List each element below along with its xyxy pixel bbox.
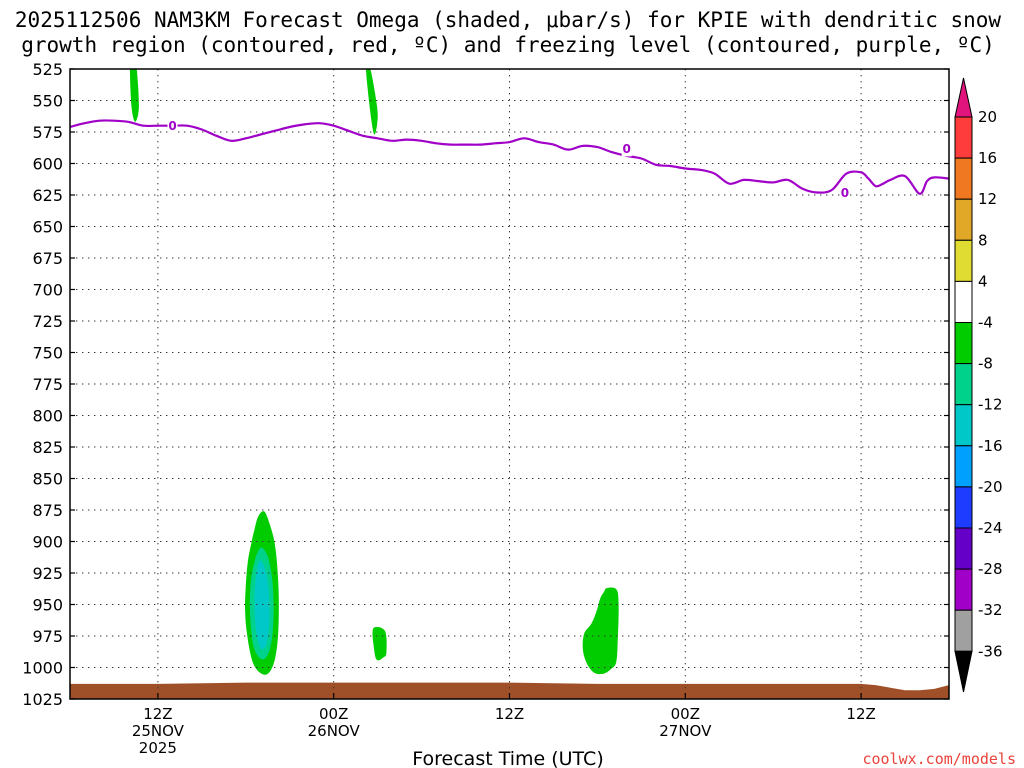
y-tick-label-850: 850 (32, 470, 63, 489)
y-tick-label-875: 875 (32, 501, 63, 520)
y-tick-label-825: 825 (32, 438, 63, 457)
chart-title-line2: growth region (contoured, red, ºC) and f… (21, 33, 995, 57)
plot-area: 0 0 0 525 550 575 600 625 650 675 700 725 750 775 800… (22, 60, 950, 757)
colorbar-segment-9 (954, 445, 973, 488)
freezing-level-label-bg-1 (167, 117, 178, 134)
y-tick-label-1025: 1025 (22, 690, 63, 709)
colorbar-label-11: -24 (978, 519, 1003, 537)
omega-region-7 (582, 587, 619, 675)
freezing-level-label-bg-2 (621, 140, 632, 157)
colorbar-label-7: -8 (978, 355, 993, 373)
y-tick-label-550: 550 (32, 92, 63, 111)
colorbar-segment-10 (954, 486, 973, 529)
x-tick-label-48-1: 00Z (671, 705, 700, 723)
colorbar-label-2: 16 (978, 149, 997, 167)
y-tick-label-775: 775 (32, 375, 63, 394)
y-tick-label-575: 575 (32, 123, 63, 142)
omega-colorbar: 20 16 12 8 4 -4 -8 -12 -16 -20 -24 -28 -32 -36 (954, 77, 1003, 693)
colorbar-label-6: -4 (978, 314, 993, 332)
colorbar-arrow-top (954, 77, 973, 118)
y-tick-label-925: 925 (32, 564, 63, 583)
freezing-level-contour: 0 0 0 (69, 117, 950, 201)
terrain-fill (70, 682, 949, 699)
terrain-area (70, 682, 949, 699)
x-tick-label-48-2: 27NOV (659, 722, 712, 740)
x-tick-label-12-3: 2025 (139, 739, 177, 757)
x-tick-label-12-2: 25NOV (132, 722, 185, 740)
omega-region-6 (372, 626, 387, 661)
freezing-level-label-2: 0 (623, 142, 631, 156)
y-tick-label-700: 700 (32, 281, 63, 300)
colorbar-segment-2 (954, 157, 973, 200)
colorbar-segment-5 (954, 280, 973, 323)
colorbar-label-4: 8 (978, 231, 988, 249)
omega-region-1 (130, 69, 139, 122)
colorbar-label-10: -20 (978, 478, 1003, 496)
freezing-level-label-1: 0 (168, 119, 176, 133)
colorbar-segment-4 (954, 239, 973, 282)
freezing-level-label-3: 0 (841, 186, 849, 200)
y-tick-label-525: 525 (32, 60, 63, 79)
y-tick-label-900: 900 (32, 533, 63, 552)
y-axis: 525 550 575 600 625 650 675 700 725 750 775 800 825 8… (22, 60, 949, 709)
omega-region-2 (365, 69, 378, 135)
y-tick-label-750: 750 (32, 344, 63, 363)
x-axis-title: Forecast Time (UTC) (412, 748, 603, 768)
colorbar-arrow-bottom (954, 650, 973, 693)
freezing-level-label-bg-3 (839, 184, 850, 201)
colorbar-label-1: 20 (978, 108, 997, 126)
y-tick-label-1000: 1000 (22, 659, 63, 678)
x-tick-label-24-1: 00Z (319, 705, 348, 723)
colorbar-segment-8 (954, 404, 973, 447)
grid-lines (70, 69, 949, 699)
colorbar-label-9: -16 (978, 437, 1003, 455)
plot-background (70, 69, 949, 699)
y-tick-label-675: 675 (32, 249, 63, 268)
colorbar-segment-11 (954, 527, 973, 570)
x-tick-label-36-1: 12Z (495, 705, 524, 723)
y-tick-label-600: 600 (32, 155, 63, 174)
colorbar-segment-6 (954, 322, 973, 365)
y-tick-label-975: 975 (32, 627, 63, 646)
credit-text: coolwx.com/models (862, 750, 1016, 768)
colorbar-segment-13 (954, 609, 973, 652)
colorbar-label-3: 12 (978, 190, 997, 208)
y-tick-label-650: 650 (32, 218, 63, 237)
colorbar-label-12: -28 (978, 560, 1003, 578)
y-tick-label-625: 625 (32, 186, 63, 205)
chart-title-line1: 2025112506 NAM3KM Forecast Omega (shaded… (15, 8, 1002, 32)
y-tick-label-950: 950 (32, 596, 63, 615)
x-tick-label-12-1: 12Z (143, 705, 172, 723)
y-tick-label-725: 725 (32, 312, 63, 331)
x-tick-label-60-1: 12Z (846, 705, 875, 723)
colorbar-segment-7 (954, 363, 973, 406)
y-tick-label-800: 800 (32, 407, 63, 426)
colorbar-segment-1 (954, 116, 973, 159)
freezing-level-line (69, 119, 950, 195)
colorbar-label-14: -36 (978, 642, 1003, 660)
x-tick-label-24-2: 26NOV (308, 722, 361, 740)
colorbar-label-5: 4 (978, 272, 988, 290)
colorbar-segment-12 (954, 568, 973, 611)
colorbar-label-13: -32 (978, 601, 1003, 619)
colorbar-segment-3 (954, 198, 973, 241)
colorbar-label-8: -12 (978, 396, 1003, 414)
omega-shading (130, 69, 619, 675)
